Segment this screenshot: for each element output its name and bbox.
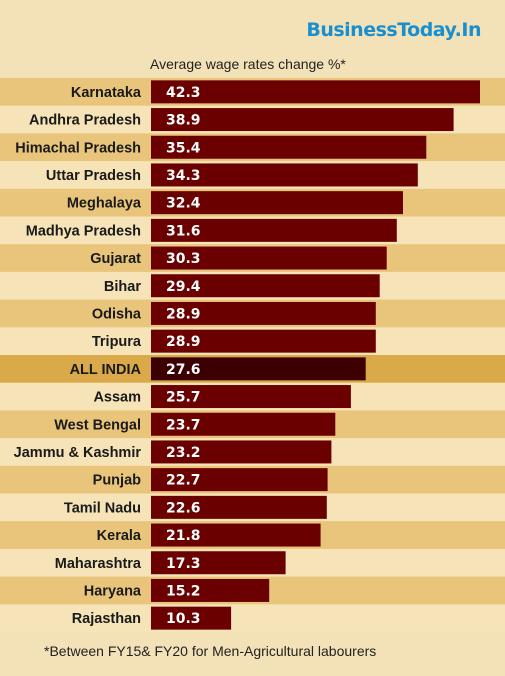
data-label-maharashtra: 17.3 xyxy=(166,556,201,572)
bar-west-bengal xyxy=(151,412,336,436)
data-label-kerala: 21.8 xyxy=(166,528,201,544)
bar-kerala xyxy=(151,523,321,547)
bar-chart: Karnataka 42.3 Andhra Pradesh 38.9 Himachal … xyxy=(0,78,505,633)
bar-rajasthan xyxy=(151,606,232,630)
footnote: *Between FY15& FY20 for Men-Agricultural… xyxy=(44,643,377,659)
bar-uttar-pradesh xyxy=(151,163,418,187)
category-label-meghalaya: Meghalaya xyxy=(67,196,142,212)
category-label-odisha: Odisha xyxy=(92,306,142,322)
data-label-odisha: 28.9 xyxy=(166,306,201,322)
category-label-tamil-nadu: Tamil Nadu xyxy=(64,500,141,516)
chart-title: Average wage rates change %* xyxy=(150,56,346,72)
category-label-punjab: Punjab xyxy=(93,473,141,489)
category-label-tripura: Tripura xyxy=(92,334,142,350)
data-label-himachal-pradesh: 35.4 xyxy=(166,140,201,156)
data-label-meghalaya: 32.4 xyxy=(166,196,201,212)
data-label-bihar: 29.4 xyxy=(166,279,201,295)
category-label-himachal-pradesh: Himachal Pradesh xyxy=(15,140,141,156)
bar-tamil-nadu xyxy=(151,495,327,519)
category-label-jammu-and-kashmir: Jammu & Kashmir xyxy=(14,445,142,461)
data-label-jammu-and-kashmir: 23.2 xyxy=(166,445,201,461)
category-label-bihar: Bihar xyxy=(104,279,141,295)
bar-meghalaya xyxy=(151,191,403,215)
data-label-rajasthan: 10.3 xyxy=(166,611,201,627)
category-label-maharashtra: Maharashtra xyxy=(55,556,142,572)
row-band-rajasthan xyxy=(0,604,505,633)
bar-bihar xyxy=(151,274,380,298)
category-label-karnataka: Karnataka xyxy=(71,85,142,101)
category-label-andhra-pradesh: Andhra Pradesh xyxy=(29,113,141,129)
data-label-all-india: 27.6 xyxy=(166,362,201,378)
category-label-gujarat: Gujarat xyxy=(90,251,141,267)
data-label-tamil-nadu: 22.6 xyxy=(166,500,201,516)
category-label-uttar-pradesh: Uttar Pradesh xyxy=(46,168,141,184)
data-label-haryana: 15.2 xyxy=(166,583,201,599)
bar-tripura xyxy=(151,329,376,353)
brand-logo: BusinessToday.In xyxy=(306,19,481,41)
category-label-assam: Assam xyxy=(93,390,141,406)
category-label-west-bengal: West Bengal xyxy=(54,417,141,433)
category-label-kerala: Kerala xyxy=(97,528,142,544)
category-label-all-india: ALL INDIA xyxy=(70,362,142,378)
bar-madhya-pradesh xyxy=(151,218,397,242)
data-label-uttar-pradesh: 34.3 xyxy=(166,168,201,184)
data-label-andhra-pradesh: 38.9 xyxy=(166,113,201,129)
bar-jammu-and-kashmir xyxy=(151,440,332,464)
bar-haryana xyxy=(151,578,270,602)
data-label-gujarat: 30.3 xyxy=(166,251,201,267)
chart-rows: Karnataka 42.3 Andhra Pradesh 38.9 Himachal … xyxy=(0,78,505,633)
category-label-madhya-pradesh: Madhya Pradesh xyxy=(26,223,141,239)
bar-odisha xyxy=(151,301,376,325)
data-label-punjab: 22.7 xyxy=(166,473,201,489)
bar-himachal-pradesh xyxy=(151,135,427,159)
bar-assam xyxy=(151,385,351,409)
data-label-west-bengal: 23.7 xyxy=(166,417,201,433)
data-label-assam: 25.7 xyxy=(166,390,201,406)
data-label-madhya-pradesh: 31.6 xyxy=(166,223,201,239)
data-label-tripura: 28.9 xyxy=(166,334,201,350)
category-label-haryana: Haryana xyxy=(84,583,142,599)
bar-karnataka xyxy=(151,80,480,104)
category-label-rajasthan: Rajasthan xyxy=(72,611,141,627)
bar-punjab xyxy=(151,468,328,492)
bar-andhra-pradesh xyxy=(151,108,454,132)
bar-all-india xyxy=(151,357,366,381)
bar-gujarat xyxy=(151,246,387,270)
bar-maharashtra xyxy=(151,551,286,575)
data-label-karnataka: 42.3 xyxy=(166,85,201,101)
